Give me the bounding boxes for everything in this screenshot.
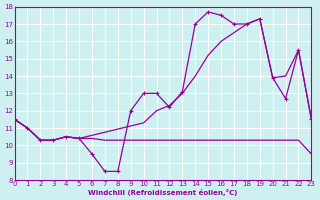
- X-axis label: Windchill (Refroidissement éolien,°C): Windchill (Refroidissement éolien,°C): [88, 189, 238, 196]
